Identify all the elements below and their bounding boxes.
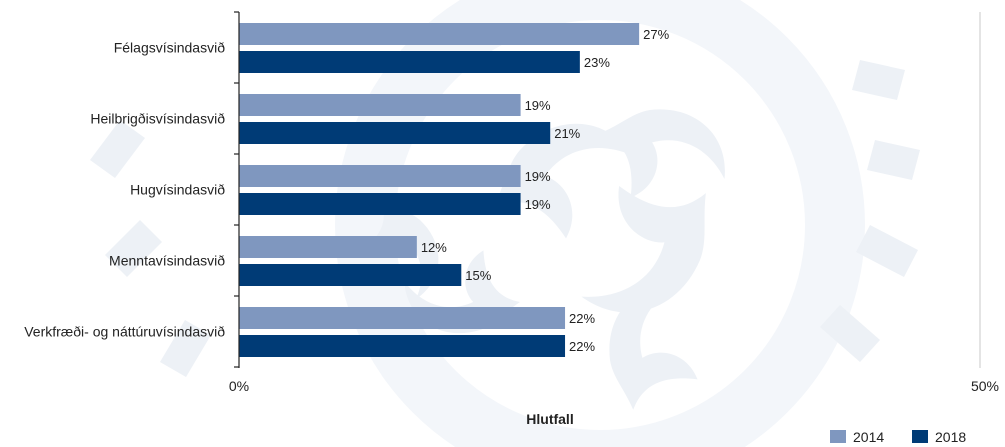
data-label-2014: 27% bbox=[643, 27, 669, 42]
data-label-2018: 21% bbox=[554, 126, 580, 141]
legend-label-2018: 2018 bbox=[935, 429, 966, 445]
legend-label-2014: 2014 bbox=[853, 429, 884, 445]
category-label: Hugvísindasvið bbox=[130, 182, 225, 198]
bar-2018 bbox=[239, 264, 462, 286]
category-label: Heilbrigðisvísindasvið bbox=[90, 111, 225, 127]
category-label: Menntavísindasvið bbox=[109, 253, 225, 269]
data-label-2014: 12% bbox=[421, 240, 447, 255]
bar-2014 bbox=[239, 94, 521, 116]
bar-2018 bbox=[239, 122, 551, 144]
legend-swatch-2014 bbox=[830, 430, 846, 443]
x-tick-label-50: 50% bbox=[971, 378, 999, 394]
data-label-2014: 19% bbox=[525, 98, 551, 113]
legend-swatch-2018 bbox=[912, 430, 928, 443]
data-label-2014: 19% bbox=[525, 169, 551, 184]
data-label-2018: 19% bbox=[525, 197, 551, 212]
bar-2014 bbox=[239, 165, 521, 187]
bar-2014 bbox=[239, 23, 640, 45]
data-label-2018: 22% bbox=[569, 339, 595, 354]
bar-2018 bbox=[239, 51, 580, 73]
watermark-seal bbox=[90, 0, 920, 447]
bar-2018 bbox=[239, 193, 521, 215]
bar-2018 bbox=[239, 335, 566, 357]
category-label: Félagsvísindasvið bbox=[114, 40, 225, 56]
legend: 2014 2018 bbox=[830, 429, 966, 445]
bar-2014 bbox=[239, 307, 566, 329]
x-tick-label-0: 0% bbox=[229, 378, 249, 394]
data-label-2018: 23% bbox=[584, 55, 610, 70]
bar-2014 bbox=[239, 236, 417, 258]
data-label-2018: 15% bbox=[465, 268, 491, 283]
x-axis-title: Hlutfall bbox=[526, 411, 573, 427]
category-label: Verkfræði- og náttúruvísindasvið bbox=[24, 324, 225, 340]
data-label-2014: 22% bbox=[569, 311, 595, 326]
